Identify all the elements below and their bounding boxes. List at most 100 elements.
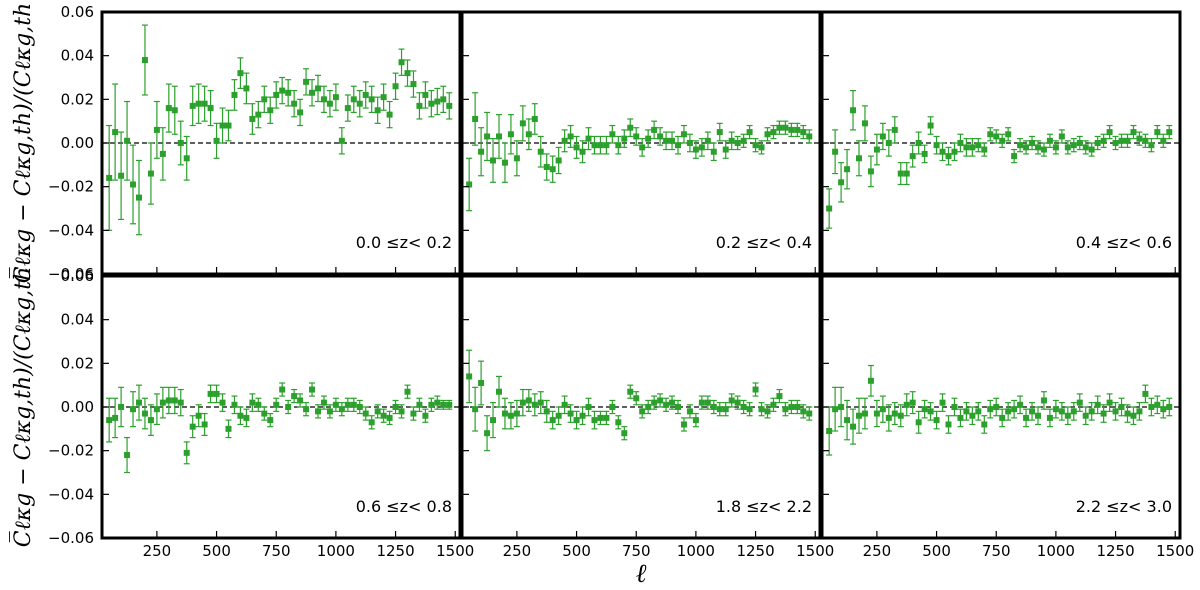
data-point <box>135 399 142 406</box>
data-point <box>428 401 435 408</box>
data-point <box>903 401 910 408</box>
x-tick-label: 250 <box>143 542 172 560</box>
data-point <box>740 404 747 410</box>
data-point <box>909 399 916 406</box>
data-point <box>555 157 562 164</box>
data-point <box>338 137 345 144</box>
data-point <box>915 419 922 426</box>
data-point <box>561 137 568 144</box>
data-point <box>1005 408 1012 415</box>
data-point <box>332 401 339 408</box>
data-point <box>555 412 562 419</box>
data-point <box>734 399 741 406</box>
data-point <box>297 397 304 404</box>
data-point <box>633 133 640 140</box>
data-point <box>106 417 113 424</box>
data-point <box>1064 412 1071 419</box>
x-tick-label: 250 <box>863 542 892 560</box>
data-point <box>692 146 699 153</box>
data-point <box>124 452 131 459</box>
data-point <box>201 100 208 107</box>
y-tick-label: 0.06 <box>61 3 94 21</box>
data-point <box>603 142 610 149</box>
y-tick-label: −0.06 <box>48 265 94 283</box>
data-point <box>440 96 447 103</box>
data-point <box>645 135 652 142</box>
data-point <box>237 70 244 77</box>
data-point <box>800 129 807 136</box>
data-point <box>1023 144 1030 151</box>
data-point <box>344 105 351 112</box>
data-point <box>951 148 958 155</box>
data-point <box>615 419 622 426</box>
data-point <box>490 417 497 424</box>
data-point <box>692 417 699 424</box>
data-point <box>231 401 238 408</box>
data-point <box>782 124 789 131</box>
x-tick-label: 750 <box>622 542 651 560</box>
data-point <box>374 107 381 114</box>
x-tick-label: 250 <box>503 542 532 560</box>
y-tick-label: 0.00 <box>61 398 94 416</box>
data-point <box>1106 399 1113 406</box>
data-point <box>826 428 833 435</box>
data-point <box>855 155 862 162</box>
data-point <box>428 100 435 107</box>
data-point <box>416 401 423 408</box>
data-point <box>746 406 753 413</box>
data-point <box>501 410 508 417</box>
data-point <box>183 155 190 162</box>
data-point <box>746 129 753 136</box>
data-point <box>416 102 423 109</box>
data-point <box>999 137 1006 144</box>
data-point <box>1029 140 1036 146</box>
data-point <box>1094 401 1101 408</box>
data-point <box>1154 129 1161 136</box>
data-point <box>832 148 839 155</box>
data-point <box>153 126 160 133</box>
data-point <box>1130 129 1137 136</box>
data-point <box>332 94 339 101</box>
data-point <box>507 412 514 419</box>
data-point <box>1058 133 1065 140</box>
data-point <box>579 148 586 155</box>
data-point <box>243 414 250 421</box>
data-point <box>1023 414 1030 421</box>
data-point <box>501 159 508 166</box>
data-point <box>573 417 580 424</box>
data-point <box>249 399 256 406</box>
x-tick-label: 500 <box>202 542 231 560</box>
data-point <box>1142 390 1149 397</box>
data-point <box>525 397 532 404</box>
data-point <box>368 419 375 426</box>
data-point <box>1011 153 1018 160</box>
data-point <box>609 131 616 138</box>
data-point <box>261 96 268 103</box>
data-point <box>309 386 316 393</box>
data-point <box>195 100 202 107</box>
panel-frame <box>820 10 1182 276</box>
data-point <box>404 70 411 77</box>
data-point <box>380 94 387 101</box>
data-point <box>356 404 363 410</box>
data-point <box>392 83 399 90</box>
data-point <box>806 410 813 417</box>
y-tick-label: −0.06 <box>48 529 94 547</box>
data-point <box>1034 144 1041 151</box>
data-point <box>537 148 544 155</box>
data-point <box>981 421 988 428</box>
x-tick-label: 500 <box>562 542 591 560</box>
data-point <box>225 425 232 432</box>
data-point <box>130 181 137 188</box>
data-point <box>1100 410 1107 417</box>
data-point <box>410 81 417 88</box>
data-point <box>1088 146 1095 153</box>
data-point <box>879 133 886 140</box>
data-point <box>716 129 723 136</box>
data-point <box>519 399 526 406</box>
data-point <box>350 96 357 103</box>
data-point <box>147 417 154 424</box>
data-point <box>1076 140 1083 146</box>
data-point <box>806 133 813 140</box>
data-point <box>879 406 886 413</box>
